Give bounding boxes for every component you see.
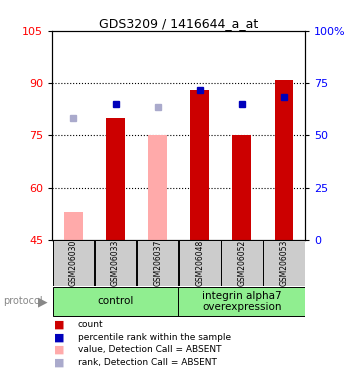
Text: ■: ■: [54, 345, 65, 355]
Bar: [179, 240, 221, 286]
Text: ■: ■: [54, 358, 65, 367]
Bar: [148, 136, 167, 240]
Bar: [53, 240, 94, 286]
Bar: [178, 287, 305, 316]
Text: count: count: [78, 320, 103, 329]
Bar: [274, 79, 293, 240]
Text: GSM206033: GSM206033: [111, 240, 120, 286]
Text: GSM206048: GSM206048: [195, 240, 204, 286]
Bar: [137, 240, 178, 286]
Bar: [95, 240, 136, 286]
Text: GSM206030: GSM206030: [69, 240, 78, 286]
Text: GSM206037: GSM206037: [153, 240, 162, 286]
Title: GDS3209 / 1416644_a_at: GDS3209 / 1416644_a_at: [99, 17, 258, 30]
Bar: [232, 136, 251, 240]
Text: ■: ■: [54, 319, 65, 329]
Text: rank, Detection Call = ABSENT: rank, Detection Call = ABSENT: [78, 358, 217, 367]
Bar: [221, 240, 263, 286]
Text: ■: ■: [54, 332, 65, 342]
Bar: [190, 90, 209, 240]
Text: control: control: [97, 296, 134, 306]
Text: GSM206053: GSM206053: [279, 240, 288, 286]
Bar: [64, 212, 83, 240]
Bar: [53, 287, 178, 316]
Text: percentile rank within the sample: percentile rank within the sample: [78, 333, 231, 342]
Text: value, Detection Call = ABSENT: value, Detection Call = ABSENT: [78, 345, 221, 354]
Text: integrin alpha7
overexpression: integrin alpha7 overexpression: [202, 291, 282, 312]
Bar: [263, 240, 305, 286]
Bar: [106, 118, 125, 240]
Text: protocol: protocol: [4, 296, 43, 306]
Text: GSM206052: GSM206052: [238, 240, 246, 286]
Text: ▶: ▶: [38, 295, 48, 308]
